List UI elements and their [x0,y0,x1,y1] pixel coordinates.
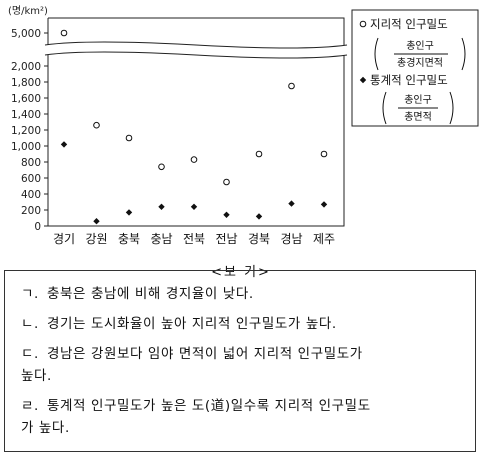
legend-box [351,9,479,127]
y-tick-label: 0 [34,221,41,233]
point-statistical-density [60,141,68,148]
legend-paren-left [382,91,387,125]
point-geographic-density [288,82,295,90]
point-statistical-density [125,209,133,216]
y-tick-label: 1,800 [11,77,41,89]
y-tick-label: 200 [21,205,41,217]
statement-1-marker: ㄱ. [21,286,39,302]
legend-label-statistical: 통계적 인구밀도 [370,73,448,87]
y-tick-label: 1,400 [11,109,41,121]
legend-formula-numerator: 총인구 [404,94,432,106]
y-tick-label: 600 [21,173,41,185]
point-statistical-density [158,203,165,210]
statement-2-text: 경기는 도시화율이 높아 지리적 인구밀도가 높다. [47,316,337,332]
x-tick-label: 전북 [183,232,205,246]
legend-paren-right [449,91,454,125]
point-geographic-density [60,29,68,37]
statement-4: ㄹ. 통계적 인구밀도가 높은 도(道)일수록 지리적 인구밀도 가 높다. [21,395,473,439]
statement-4-text-line2: 가 높다. [21,420,70,436]
y-tick-label: 800 [21,157,41,169]
axis-break-line-top [44,41,348,49]
point-geographic-density [255,150,263,158]
point-statistical-density [255,213,263,220]
legend-circle-icon [359,20,367,28]
point-statistical-density [320,201,328,208]
plot-frame [47,17,345,227]
box-title: <보 기> [211,265,271,280]
x-tick-label: 충북 [118,232,140,246]
y-tick-label: 400 [21,189,41,201]
y-tick-label: 2,000 [11,61,41,73]
legend-formula-numerator: 총인구 [406,40,434,52]
point-geographic-density [158,163,165,171]
statement-2: ㄴ. 경기는 도시화율이 높아 지리적 인구밀도가 높다. [21,313,473,335]
y-tick-label: 1,200 [11,125,41,137]
legend-paren-left [374,37,379,71]
legend-formula-denominator: 총경지면적 [397,56,443,69]
x-tick-label: 전남 [215,232,237,246]
statement-3-text-line2: 높다. [21,368,52,384]
legend-diamond-icon [359,76,367,84]
axis-break-line-bottom [44,51,348,59]
statement-1-text: 충북은 충남에 비해 경지율이 낮다. [47,286,254,302]
legend-label-geographic: 지리적 인구밀도 [370,17,448,31]
y-tick-label-break: 5,000 [11,28,41,40]
x-tick-label: 경남 [280,232,302,246]
point-statistical-density [190,203,198,210]
statement-3: ㄷ. 경남은 강원보다 임야 면적이 넓어 지리적 인구밀도가 높다. [21,343,473,387]
statement-4-marker: ㄹ. [21,398,39,414]
y-unit-label: (명/km²) [8,5,48,17]
x-tick-label: 충남 [150,232,172,246]
y-tick-label: 1,600 [11,93,41,105]
statement-box: ㄱ. 충북은 충남에 비해 경지율이 낮다. ㄴ. 경기는 도시화율이 높아 지리적… [4,270,476,452]
point-geographic-density [125,134,133,142]
statement-2-marker: ㄴ. [21,316,39,332]
legend-formula-denominator: 총면적 [404,111,432,123]
statement-4-text-line1: 통계적 인구밀도가 높은 도(道)일수록 지리적 인구밀도 [47,398,371,414]
point-geographic-density [223,178,230,186]
y-tick-label: 1,000 [11,141,41,153]
point-geographic-density [190,156,198,163]
legend-paren-right [461,37,466,71]
statement-1: ㄱ. 충북은 충남에 비해 경지율이 낮다. [21,283,473,305]
x-tick-label: 경기 [53,232,75,246]
density-chart: (명/km²) 0 200 400 600 800 1,000 1,200 1,400 1,600… [8,5,479,246]
point-statistical-density [223,211,230,218]
statement-3-text-line1: 경남은 강원보다 임야 면적이 넓어 지리적 인구밀도가 [47,346,363,362]
statement-3-marker: ㄷ. [21,346,39,362]
point-geographic-density [93,121,100,129]
point-geographic-density [320,150,328,158]
x-tick-label: 제주 [313,232,335,246]
x-tick-label: 강원 [85,232,107,246]
x-tick-label: 경북 [248,232,270,246]
point-statistical-density [288,200,295,207]
point-statistical-density [93,218,100,225]
